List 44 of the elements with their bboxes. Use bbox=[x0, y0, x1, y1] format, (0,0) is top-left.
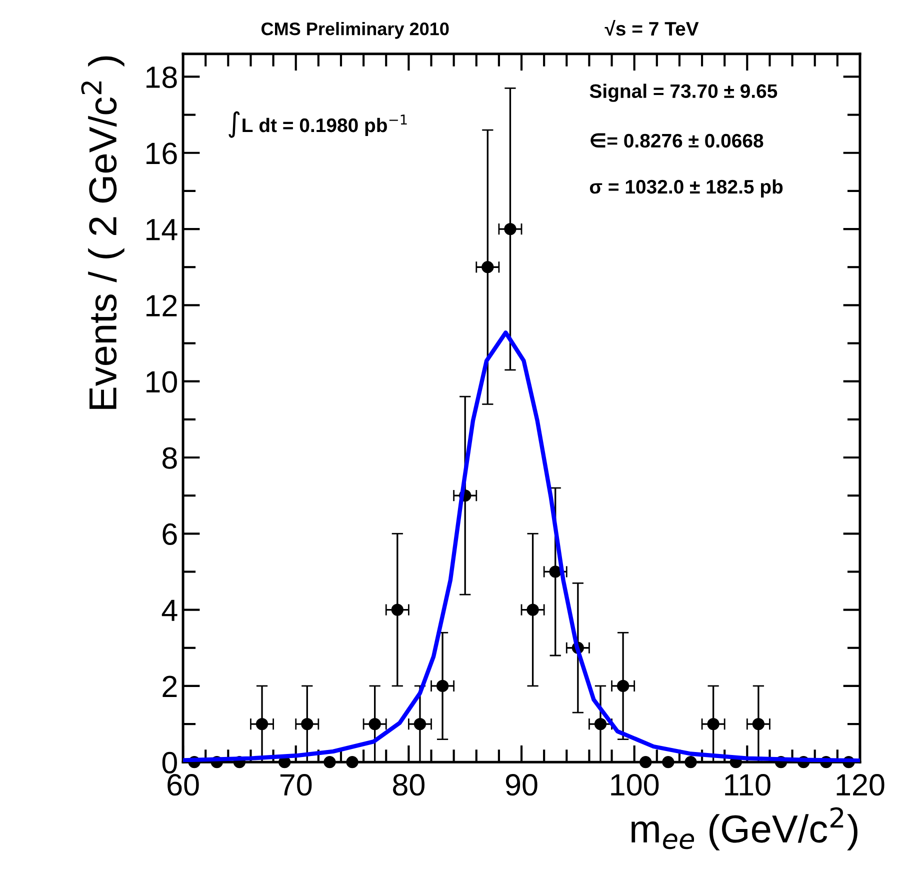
y-tick-label: 16 bbox=[146, 142, 177, 164]
y-tick-label: 12 bbox=[146, 294, 177, 316]
point bbox=[684, 756, 697, 768]
point bbox=[594, 718, 607, 730]
text: √s = 7 TeV bbox=[604, 20, 699, 36]
x-tick-label: 80 bbox=[393, 774, 424, 796]
y-tick-label: 8 bbox=[162, 447, 177, 469]
point bbox=[368, 718, 381, 730]
y-tick-label: 0 bbox=[162, 752, 177, 774]
y-tick-label: 6 bbox=[162, 523, 177, 546]
point bbox=[256, 718, 268, 730]
annotation: ∈= 0.8276 ± 0.0668 bbox=[590, 133, 764, 148]
point bbox=[526, 604, 539, 616]
x-tick-label: 90 bbox=[506, 774, 538, 796]
point bbox=[752, 718, 765, 730]
point bbox=[436, 680, 449, 692]
y-tick-label: 10 bbox=[146, 371, 177, 393]
x-tick-label: 60 bbox=[168, 774, 199, 796]
y-tick-label: 4 bbox=[162, 600, 178, 621]
x-tick-label: 100 bbox=[611, 774, 659, 796]
y-tick-label: 2 bbox=[162, 676, 177, 698]
point bbox=[549, 566, 562, 578]
point bbox=[414, 718, 426, 730]
point bbox=[662, 756, 674, 768]
point bbox=[504, 222, 516, 236]
point bbox=[301, 718, 314, 730]
chart-title: CMS Preliminary 2010 bbox=[262, 22, 449, 39]
annotation: ∫L dt = 0.1980 pb$^{−1}$ bbox=[228, 111, 407, 138]
point bbox=[324, 756, 336, 768]
x-tick-label: 110 bbox=[725, 774, 770, 796]
point bbox=[707, 718, 720, 730]
x-tick-label: 70 bbox=[280, 774, 312, 796]
point bbox=[640, 756, 652, 768]
point bbox=[391, 604, 404, 616]
annotation: σ = 1032.0 ± 182.5 pb bbox=[590, 179, 783, 198]
y-tick-label: 14 bbox=[146, 219, 178, 240]
annotation: Signal = 73.70 ± 9.65 bbox=[590, 84, 778, 102]
y-tick-label: 18 bbox=[146, 66, 177, 88]
x-tick-label: 120 bbox=[836, 774, 884, 796]
x-axis-title: m$_{ee}$ (GeV/c$^{2}$) bbox=[632, 807, 858, 850]
point bbox=[346, 756, 358, 768]
point bbox=[482, 261, 494, 274]
point bbox=[616, 680, 630, 692]
y-axis-title: Events / ( 2 GeV/c$^{2}$ ) bbox=[81, 56, 124, 409]
